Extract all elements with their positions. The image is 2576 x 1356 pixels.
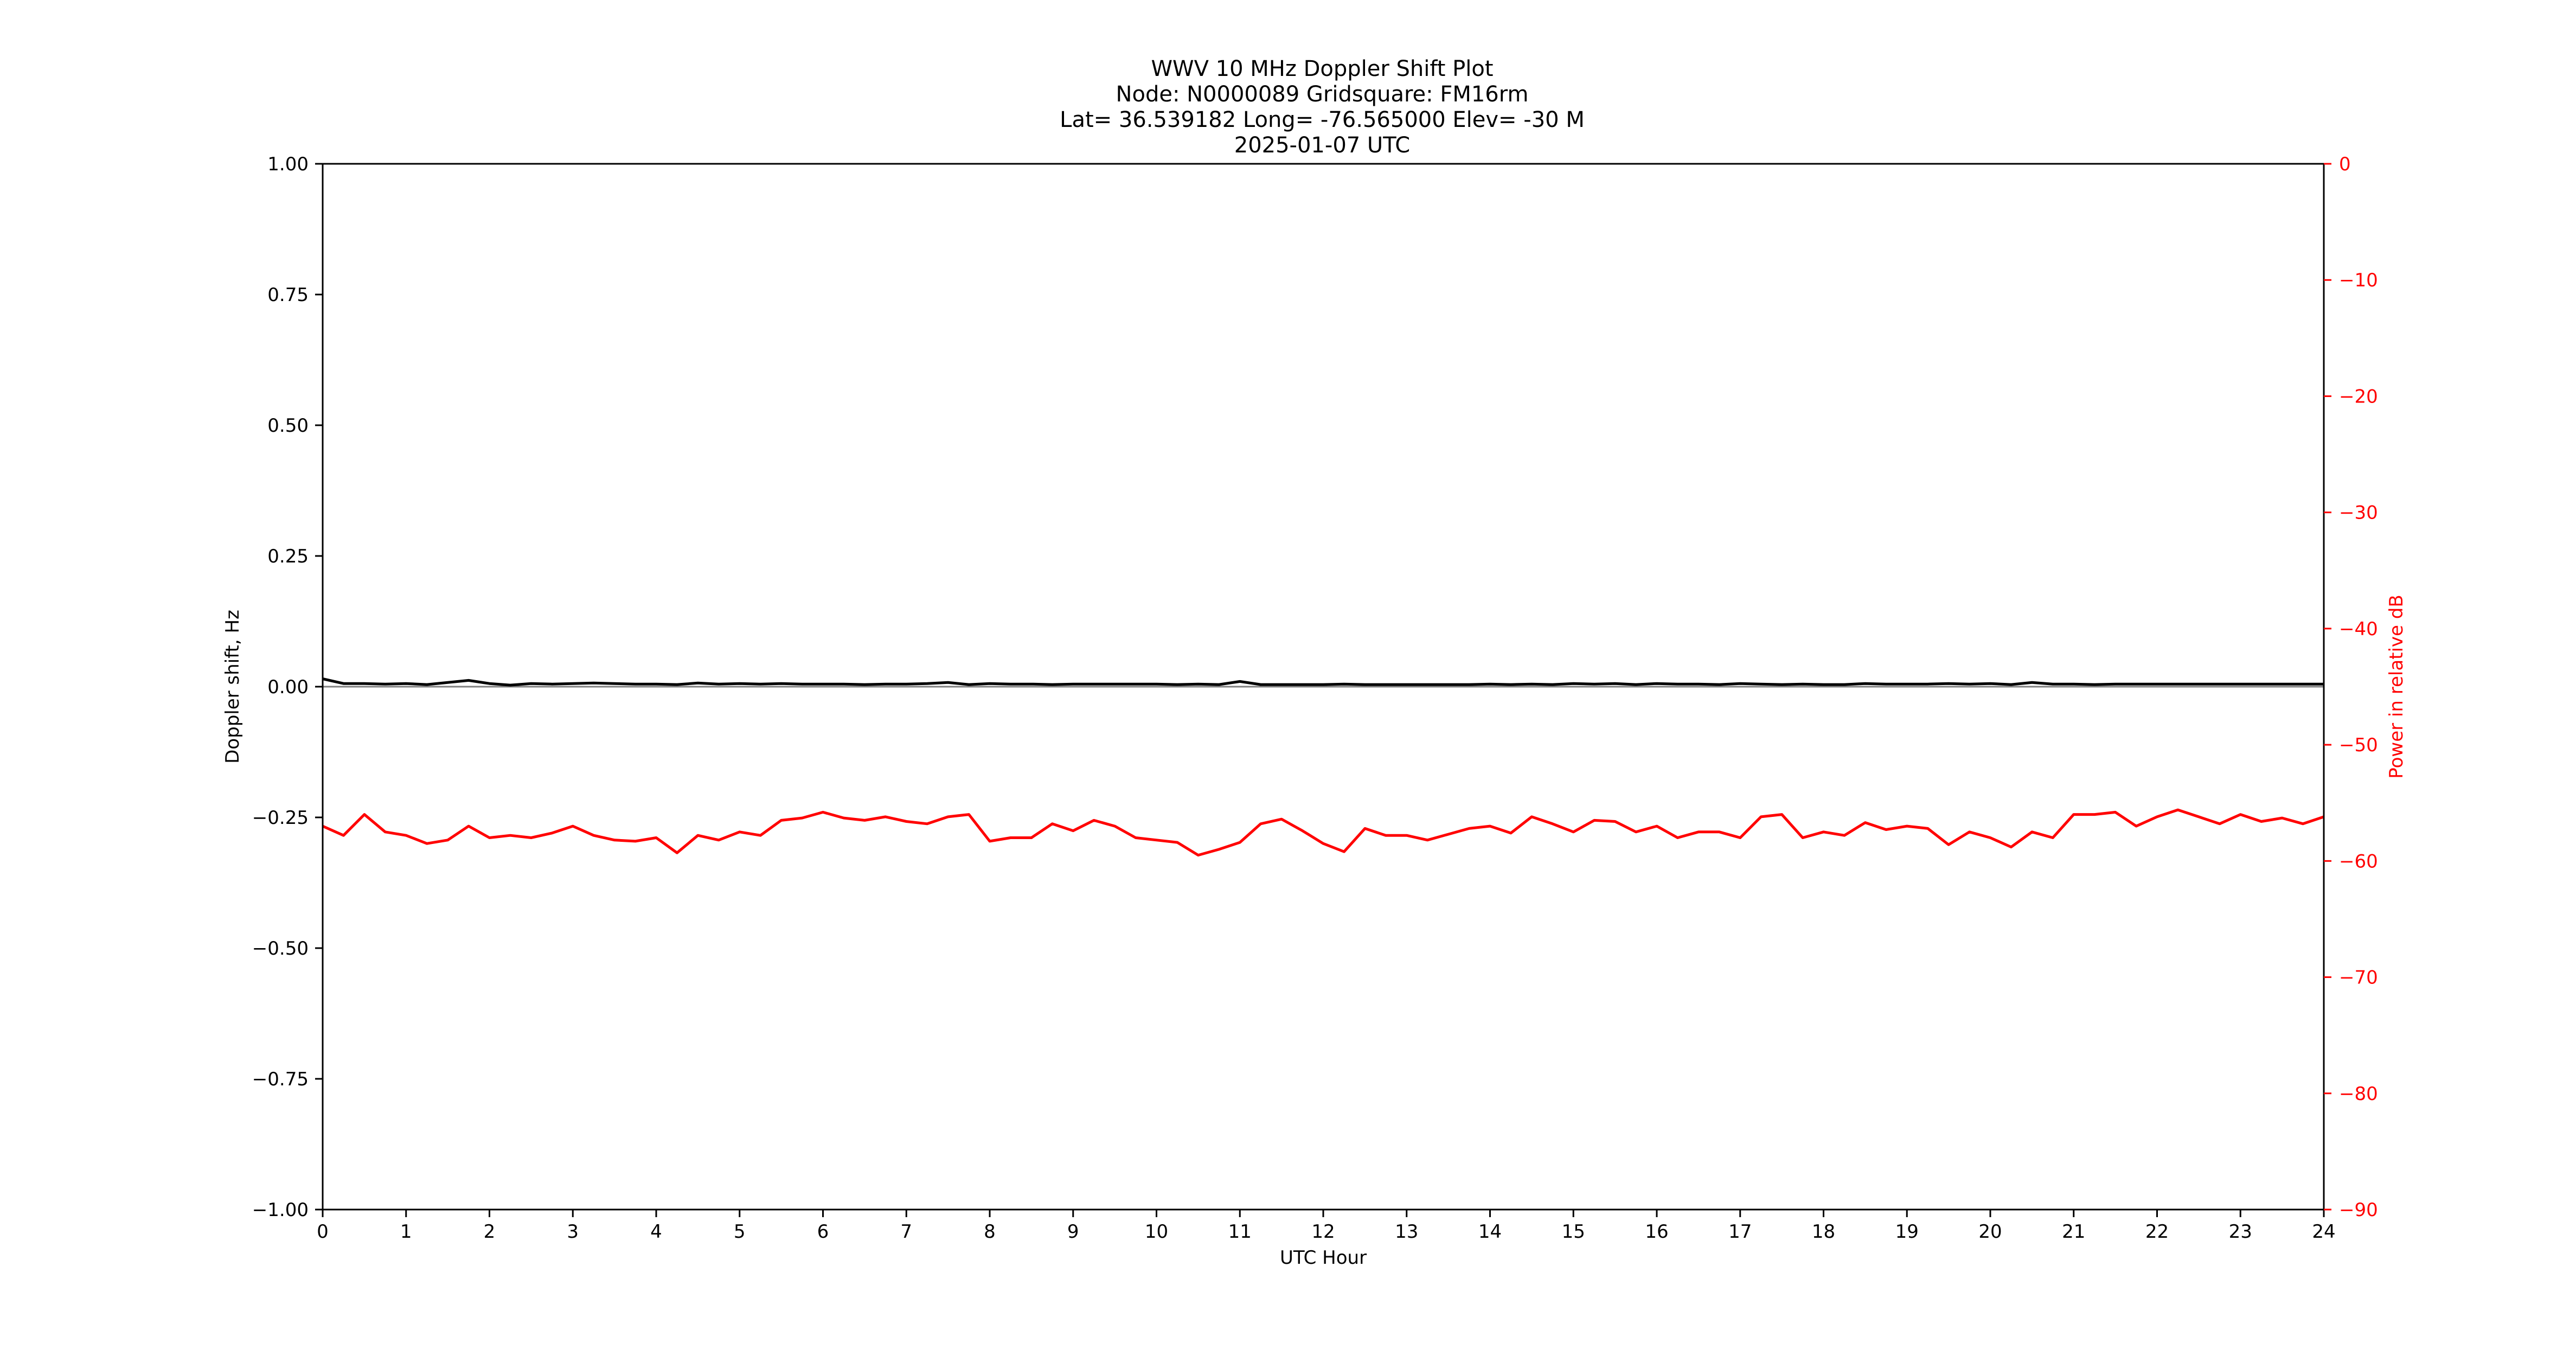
y-tick-label: 0.25 xyxy=(267,546,309,567)
y-tick-label: −0.50 xyxy=(252,938,309,960)
x-tick-label: 9 xyxy=(1067,1221,1079,1243)
y2-axis-ticks: 0 −10 −20 −30 −40 −50 −60 −70 −80 −90 xyxy=(2324,153,2378,1221)
y2-tick-label: −20 xyxy=(2339,386,2378,407)
y-tick-label: 0.75 xyxy=(267,284,309,306)
x-tick-label: 19 xyxy=(1895,1221,1919,1243)
x-tick-label: 13 xyxy=(1395,1221,1418,1243)
y2-tick-label: −30 xyxy=(2339,502,2378,524)
power-series-line xyxy=(322,808,2324,857)
x-tick-label: 0 xyxy=(317,1221,329,1243)
chart-title-line-2: Node: N0000089 Gridsquare: FM16rm xyxy=(1116,82,1529,107)
y2-tick-label: −50 xyxy=(2339,734,2378,756)
chart-title-line-1: WWV 10 MHz Doppler Shift Plot xyxy=(1151,56,1493,81)
y-tick-label: −0.75 xyxy=(252,1069,309,1090)
x-tick-label: 10 xyxy=(1145,1221,1168,1243)
y2-tick-label: −40 xyxy=(2339,618,2378,640)
y2-tick-label: 0 xyxy=(2339,153,2351,175)
x-tick-label: 20 xyxy=(1978,1221,2002,1243)
x-tick-label: 3 xyxy=(567,1221,579,1243)
x-tick-label: 11 xyxy=(1228,1221,1252,1243)
y2-tick-label: −80 xyxy=(2339,1083,2378,1105)
x-tick-label: 18 xyxy=(1812,1221,1835,1243)
x-tick-label: 23 xyxy=(2229,1221,2252,1243)
x-tick-label: 22 xyxy=(2145,1221,2169,1243)
y2-axis-label: Power in relative dB xyxy=(2386,594,2407,778)
x-tick-label: 5 xyxy=(734,1221,746,1243)
y-tick-label: 0.00 xyxy=(267,676,309,698)
y-axis-label: Doppler shift, Hz xyxy=(222,610,243,764)
y-tick-label: −1.00 xyxy=(252,1199,309,1221)
x-tick-label: 6 xyxy=(817,1221,829,1243)
x-axis-label: UTC Hour xyxy=(1280,1247,1367,1269)
y-tick-label: 1.00 xyxy=(267,153,309,175)
y-axis-ticks: 1.00 0.75 0.50 0.25 0.00 −0.25 −0.50 −0.75 −1.00 xyxy=(252,153,323,1221)
y2-tick-label: −70 xyxy=(2339,967,2378,989)
doppler-series-line xyxy=(322,677,2324,687)
x-tick-label: 12 xyxy=(1311,1221,1335,1243)
x-tick-label: 4 xyxy=(650,1221,662,1243)
x-tick-label: 21 xyxy=(2062,1221,2085,1243)
chart-title-line-4: 2025-01-07 UTC xyxy=(1234,133,1410,158)
y2-tick-label: −10 xyxy=(2339,270,2378,291)
x-tick-label: 2 xyxy=(484,1221,496,1243)
x-tick-label: 24 xyxy=(2312,1221,2335,1243)
y-tick-label: 0.50 xyxy=(267,415,309,437)
x-tick-label: 17 xyxy=(1728,1221,1752,1243)
x-tick-label: 15 xyxy=(1562,1221,1585,1243)
x-tick-label: 7 xyxy=(900,1221,912,1243)
y-tick-label: −0.25 xyxy=(252,807,309,829)
x-tick-label: 1 xyxy=(400,1221,412,1243)
chart-title-line-3: Lat= 36.539182 Long= -76.565000 Elev= -3… xyxy=(1060,107,1585,132)
x-tick-label: 14 xyxy=(1478,1221,1502,1243)
x-tick-label: 16 xyxy=(1645,1221,1668,1243)
chart-title: WWV 10 MHz Doppler Shift Plot Node: N000… xyxy=(1060,56,1585,158)
x-axis-ticks: 0 1 2 3 4 5 6 7 8 9 10 11 12 13 14 15 16 17 18 19 20 21 22 23 24 xyxy=(317,1210,2336,1243)
y2-tick-label: −60 xyxy=(2339,850,2378,872)
x-tick-label: 8 xyxy=(984,1221,996,1243)
series-lines xyxy=(322,677,2324,857)
y2-tick-label: −90 xyxy=(2339,1199,2378,1221)
